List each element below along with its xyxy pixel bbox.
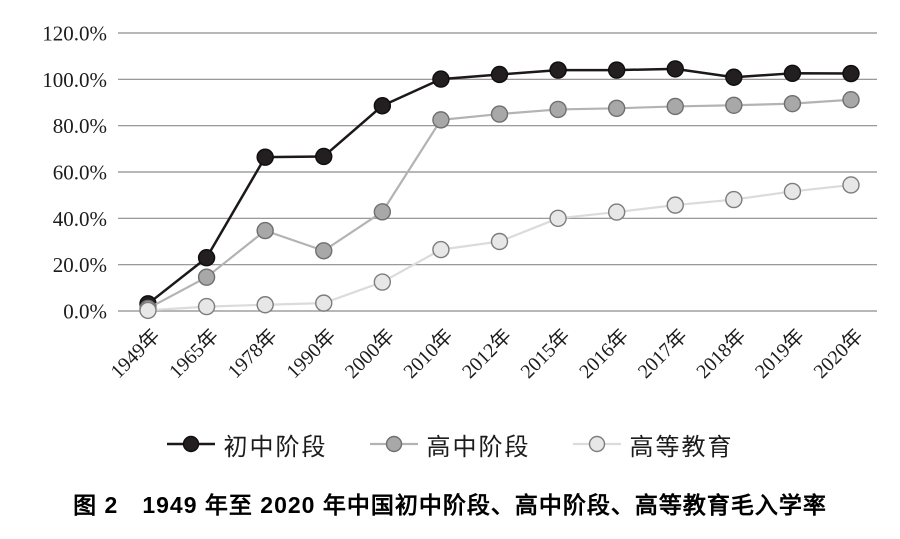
data-point-higher-education	[432, 240, 450, 259]
series-line-senior-secondary	[146, 98, 853, 310]
y-axis-label: 0.0%	[63, 300, 107, 324]
y-axis-label: 120.0%	[42, 22, 107, 46]
data-point-higher-education	[256, 296, 274, 314]
data-point-higher-education	[197, 297, 216, 316]
x-axis-label: 2010年	[399, 324, 458, 383]
x-axis-label: 2016年	[575, 324, 634, 383]
x-axis-label: 2000年	[340, 324, 399, 383]
data-point-junior-secondary	[725, 68, 743, 86]
x-axis-label: 2017年	[633, 324, 692, 383]
data-point-senior-secondary	[666, 97, 684, 116]
data-point-senior-secondary	[783, 94, 802, 113]
legend-item-higher-education: 高等教育	[572, 427, 734, 462]
x-axis-label: 1949年	[106, 324, 165, 383]
data-point-senior-secondary	[197, 268, 216, 286]
data-point-higher-education	[315, 294, 333, 312]
legend-marker-icon	[369, 435, 418, 453]
data-point-junior-secondary	[842, 64, 860, 83]
chart-legend: 初中阶段 高中阶段 高等教育	[0, 422, 900, 466]
data-point-senior-secondary	[607, 99, 626, 117]
data-point-higher-education	[842, 176, 860, 194]
x-axis-label: 1978年	[223, 324, 282, 383]
data-point-junior-secondary	[256, 148, 274, 166]
y-axis-label: 60.0%	[53, 161, 107, 185]
data-point-junior-secondary	[490, 65, 509, 84]
legend-label: 高等教育	[629, 434, 734, 461]
legend-label: 初中阶段	[223, 434, 328, 461]
legend-item-senior-secondary: 高中阶段	[369, 427, 531, 462]
data-point-senior-secondary	[842, 91, 860, 109]
data-point-senior-secondary	[256, 221, 274, 240]
enrollment-line-chart: 0.0% 20.0% 40.0% 60.0% 80.0% 100.0% 120.0% 1949…	[42, 22, 877, 383]
data-point-junior-secondary	[607, 61, 626, 79]
x-axis-label: 2012年	[457, 324, 516, 383]
data-point-senior-secondary	[490, 105, 509, 123]
legend-marker-icon	[166, 435, 215, 453]
data-point-senior-secondary	[549, 100, 567, 119]
x-axis-label: 2019年	[750, 324, 809, 383]
data-point-higher-education	[725, 190, 743, 209]
data-point-higher-education	[549, 209, 567, 228]
data-point-junior-secondary	[549, 61, 567, 79]
data-point-senior-secondary	[373, 203, 392, 221]
y-axis-label: 20.0%	[53, 253, 107, 277]
data-point-junior-secondary	[666, 60, 684, 78]
data-point-higher-education	[373, 273, 392, 291]
data-point-higher-education	[139, 301, 157, 320]
data-point-higher-education	[490, 232, 509, 251]
x-axis-label: 2020年	[809, 324, 868, 383]
x-axis-label: 2015年	[516, 324, 575, 383]
x-axis-label: 2018年	[692, 324, 751, 383]
y-axis-label: 40.0%	[53, 207, 107, 231]
x-axis-label: 1990年	[282, 324, 341, 383]
data-point-junior-secondary	[197, 249, 216, 267]
x-axis-label: 1965年	[164, 324, 223, 383]
data-point-higher-education	[607, 203, 626, 221]
figure-caption: 图 2 1949 年至 2020 年中国初中阶段、高中阶段、高等教育毛入学率	[73, 492, 827, 518]
legend-item-junior-secondary: 初中阶段	[166, 427, 328, 462]
data-point-junior-secondary	[315, 147, 333, 166]
data-point-junior-secondary	[373, 97, 392, 115]
legend-marker-icon	[572, 435, 621, 453]
y-axis-label: 100.0%	[42, 68, 107, 92]
legend-label: 高中阶段	[426, 434, 531, 461]
data-point-senior-secondary	[725, 96, 743, 114]
data-point-senior-secondary	[315, 242, 333, 260]
y-axis-label: 80.0%	[53, 114, 107, 138]
data-point-junior-secondary	[783, 64, 802, 83]
data-point-higher-education	[783, 182, 802, 201]
data-point-senior-secondary	[432, 111, 450, 129]
data-point-higher-education	[666, 196, 684, 214]
data-point-junior-secondary	[432, 70, 450, 88]
